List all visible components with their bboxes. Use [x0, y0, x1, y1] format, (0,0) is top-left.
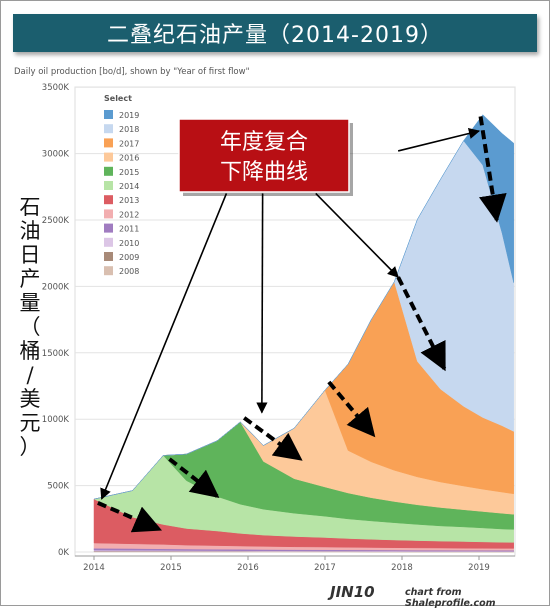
legend-title: Select: [104, 94, 132, 103]
x-tick-label: 2014: [83, 563, 105, 573]
footer-logo: JIN10: [330, 583, 375, 601]
legend-swatch[interactable]: [104, 138, 113, 147]
x-tick-label: 2018: [391, 563, 413, 573]
callout-line-1: 年度复合: [220, 130, 308, 155]
legend-item-label[interactable]: 2010: [119, 239, 139, 248]
legend-item-label[interactable]: 2015: [119, 168, 139, 177]
y-tick-label: 1500K: [42, 349, 70, 359]
legend-swatch[interactable]: [104, 224, 113, 233]
legend-item-label[interactable]: 2016: [119, 154, 139, 163]
legend-swatch[interactable]: [104, 209, 113, 218]
callout-line-2: 下降曲线: [220, 160, 308, 185]
legend-swatch[interactable]: [104, 181, 113, 190]
legend-item-label[interactable]: 2011: [119, 225, 139, 234]
legend-item-label[interactable]: 2012: [119, 210, 139, 219]
legend-swatch[interactable]: [104, 167, 113, 176]
legend-item-label[interactable]: 2019: [119, 111, 139, 120]
y-tick-label: 500K: [47, 482, 69, 492]
y-tick-label: 2500K: [42, 216, 70, 226]
legend-item-label[interactable]: 2013: [119, 196, 139, 205]
legend-swatch[interactable]: [104, 195, 113, 204]
legend-item-label[interactable]: 2018: [119, 125, 139, 134]
legend-swatch[interactable]: [104, 110, 113, 119]
y-tick-label: 0K: [58, 548, 69, 558]
legend-swatch[interactable]: [104, 153, 113, 162]
legend-swatch[interactable]: [104, 238, 113, 247]
legend-swatch[interactable]: [104, 124, 113, 133]
x-tick-label: 2016: [237, 563, 259, 573]
x-tick-label: 2019: [468, 563, 490, 573]
legend-item-label[interactable]: 2017: [119, 139, 139, 148]
y-tick-label: 1000K: [42, 415, 70, 425]
legend-swatch[interactable]: [104, 252, 113, 261]
y-tick-label: 3500K: [42, 83, 70, 93]
legend-item-label[interactable]: 2009: [119, 253, 139, 262]
legend-item-label[interactable]: 2008: [119, 267, 139, 276]
y-tick-label: 2000K: [42, 282, 70, 292]
x-tick-label: 2015: [160, 563, 182, 573]
legend-swatch[interactable]: [104, 266, 113, 275]
callout-arrow: [262, 193, 263, 412]
y-tick-label: 3000K: [42, 150, 70, 160]
legend-item-label[interactable]: 2014: [119, 182, 139, 191]
x-tick-label: 2017: [314, 563, 336, 573]
